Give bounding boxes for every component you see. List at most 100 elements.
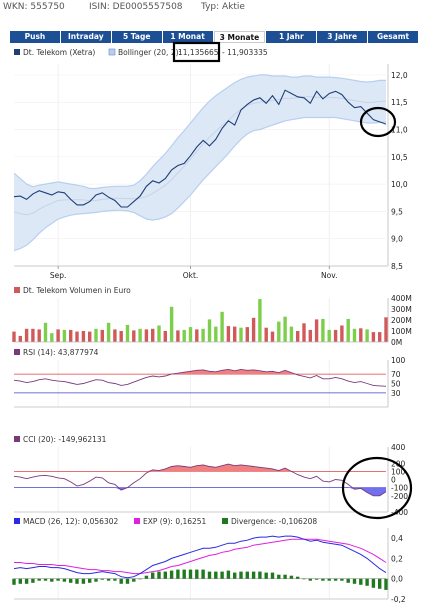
- divergence-bar: [340, 578, 344, 581]
- divergence-legend-swatch: [222, 518, 228, 524]
- volume-bar: [132, 330, 136, 342]
- divergence-bar: [264, 572, 268, 579]
- x-tick-label: Nov.: [321, 271, 337, 280]
- cci-positive-fill: [14, 464, 386, 472]
- divergence-bar: [270, 572, 275, 579]
- divergence-bar: [314, 578, 319, 580]
- divergence-bar: [302, 578, 306, 580]
- divergence-bar: [321, 578, 325, 581]
- volume-bar: [81, 331, 86, 342]
- x-tick-label: Sep.: [50, 271, 67, 280]
- timeframe-tabs: Push Intraday 5 Tage 1 Monat 3 Monate 1 …: [10, 31, 418, 43]
- volume-bar: [302, 323, 306, 342]
- tab-3-jahre[interactable]: 3 Jahre: [317, 31, 368, 43]
- volume-bar: [226, 326, 231, 342]
- tab-gesamt[interactable]: Gesamt: [368, 31, 418, 43]
- divergence-bar: [226, 570, 231, 579]
- divergence-bar: [201, 569, 205, 579]
- rsi-tick-label: 70: [391, 370, 401, 379]
- divergence-bar: [245, 571, 249, 579]
- volume-bar: [18, 335, 22, 342]
- volume-bar: [144, 329, 149, 342]
- volume-bar: [264, 327, 268, 342]
- divergence-bar: [18, 578, 22, 584]
- divergence-bar: [176, 569, 180, 579]
- divergence-bar: [163, 571, 167, 579]
- volume-bar: [125, 324, 130, 342]
- tab-5-tage[interactable]: 5 Tage: [111, 31, 162, 43]
- annotation-circle-price: [359, 106, 397, 138]
- divergence-bar: [88, 578, 92, 583]
- tab-intraday[interactable]: Intraday: [60, 31, 111, 43]
- volume-bar: [371, 332, 376, 342]
- volume-bar: [201, 328, 205, 342]
- volume-tick-label: 200M: [391, 316, 412, 325]
- bollinger-legend-label: Bollinger (20, 2):: [118, 48, 181, 57]
- volume-bar: [277, 321, 281, 342]
- divergence-bar: [359, 578, 363, 585]
- volume-bar: [100, 329, 104, 342]
- tab-push[interactable]: Push: [10, 31, 60, 43]
- volume-bar: [69, 329, 73, 342]
- volume-bar: [251, 317, 256, 342]
- cci-tick-label: 400: [391, 443, 406, 452]
- price-tick-label: 8,5: [391, 262, 403, 271]
- divergence-bar: [346, 578, 350, 583]
- divergence-bar: [327, 578, 331, 581]
- wkn-label: WKN: 555750: [3, 2, 65, 12]
- divergence-bar: [43, 578, 48, 581]
- divergence-bar: [258, 571, 262, 579]
- divergence-bar: [308, 578, 312, 581]
- volume-tick-label: 0M: [391, 338, 402, 347]
- price-tick-label: 10,5: [391, 153, 408, 162]
- rsi-tick-label: 100: [391, 356, 406, 365]
- divergence-bar: [81, 578, 86, 584]
- divergence-bar: [251, 571, 256, 579]
- divergence-bar: [113, 578, 117, 581]
- instrument-header: WKN: 555750 ISIN: DE0005557508 Typ: Akti…: [0, 0, 429, 14]
- divergence-bar: [296, 576, 300, 579]
- tab-1-monat[interactable]: 1 Monat: [162, 31, 213, 43]
- divergence-bar: [188, 569, 193, 579]
- tab-1-jahr[interactable]: 1 Jahr: [266, 31, 317, 43]
- bollinger-lower-value: 11,135665: [178, 48, 219, 57]
- volume-bar: [56, 329, 60, 342]
- divergence-bar: [24, 578, 29, 584]
- macd-legend-swatch: [14, 518, 20, 524]
- bollinger-lower-line: [13, 116, 387, 252]
- price-tick-label: 11,5: [391, 98, 408, 107]
- volume-bar: [270, 331, 275, 342]
- volume-bar: [239, 327, 243, 342]
- volume-bar: [113, 329, 117, 342]
- volume-bar: [182, 329, 186, 342]
- volume-bar: [220, 311, 224, 343]
- divergence-bar: [277, 574, 281, 579]
- rsi-legend-swatch: [14, 349, 20, 355]
- volume-bar: [378, 332, 382, 342]
- divergence-bar: [365, 578, 369, 586]
- volume-bar: [258, 299, 262, 342]
- rsi-overbought-fill: [14, 369, 386, 375]
- tab-3-monate[interactable]: 3 Monate: [213, 31, 266, 43]
- cci-tick-label: -400: [391, 508, 408, 517]
- divergence-bar: [12, 578, 16, 585]
- divergence-bar: [125, 578, 130, 584]
- rsi-title: RSI (14): 43,877974: [23, 348, 99, 357]
- macd-line: [13, 535, 387, 579]
- volume-bar: [138, 328, 142, 342]
- volume-bar: [384, 317, 388, 343]
- price-tick-label: 11,0: [391, 126, 408, 135]
- divergence-bar: [31, 578, 35, 583]
- price-tick-label: 10,0: [391, 180, 408, 189]
- annotation-box-highlight: [172, 41, 221, 63]
- volume-legend-swatch: [14, 287, 20, 293]
- x-tick-label: Okt.: [183, 271, 199, 280]
- volume-bar: [245, 327, 249, 342]
- macd-tick-label: -0,2: [391, 595, 406, 604]
- volume-bar: [151, 328, 155, 342]
- volume-bar: [207, 319, 212, 342]
- divergence-bar: [182, 569, 186, 579]
- cci-tick-label: -200: [391, 492, 408, 501]
- volume-bar: [283, 316, 287, 342]
